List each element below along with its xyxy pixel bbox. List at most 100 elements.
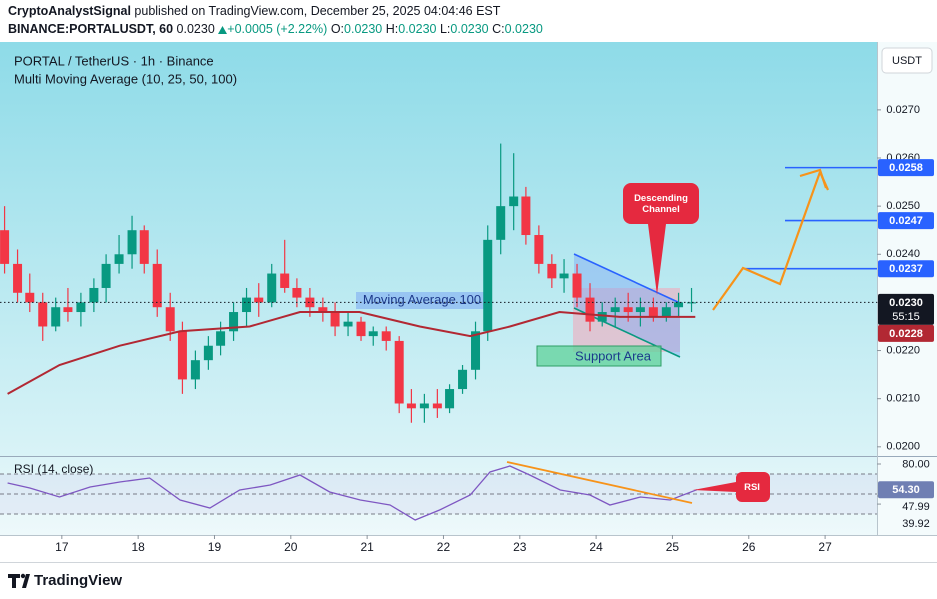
price-label-box [878, 293, 934, 325]
channel-line [573, 253, 681, 304]
candle-body [89, 287, 99, 303]
callout-text: Descending Channel [634, 192, 688, 215]
x-tick-label: 24 [589, 540, 603, 554]
candle-body [547, 263, 557, 279]
candle-body [674, 302, 684, 308]
candle-body [139, 230, 149, 264]
y-tick-label: 0.0250 [886, 200, 920, 212]
ohlc: O:0.0230 H:0.0230 L:0.0230 C:0.0230 [331, 22, 543, 36]
candle-body [13, 263, 23, 293]
candle-body [509, 196, 519, 207]
channel-callout [623, 183, 699, 295]
symbol: BINANCE:PORTALUSDT, 60 [8, 22, 174, 36]
ohlc-value: 0.0230 [344, 22, 383, 36]
rsi-callout-text: RSI [744, 482, 760, 493]
y-tick-label: 80.00 [902, 458, 930, 470]
price-label-box [878, 212, 934, 230]
candle-body [445, 389, 455, 409]
currency-button[interactable] [881, 47, 933, 74]
candle-body [356, 321, 366, 337]
price-label: 0.0228 [889, 328, 923, 340]
candle-body [25, 292, 35, 303]
ohlc-value: 0.0230 [398, 22, 437, 36]
candle-body [242, 297, 252, 313]
brand-name: TradingView [34, 572, 122, 589]
candle-body [610, 307, 620, 313]
currency-label[interactable]: USDT [892, 55, 922, 67]
y-tick-label: 0.0200 [886, 441, 920, 453]
candle-body [177, 331, 187, 380]
candle-body [152, 263, 162, 308]
ma-label-box [356, 292, 488, 309]
ohlc-label: H: [385, 22, 399, 36]
candle-body [63, 307, 73, 313]
candle-body [280, 273, 290, 288]
change: +0.0005 (+2.22%) [227, 22, 328, 36]
candle-body [368, 331, 378, 337]
candle-body [127, 230, 137, 255]
projection-path [712, 171, 822, 311]
y-tick-label: 47.99 [902, 501, 930, 513]
price-label-box [878, 260, 934, 278]
drawings: Support Area Moving Average 100 Descendi… [363, 168, 830, 504]
price-label: 0.0230 [889, 297, 923, 309]
candle-body [458, 369, 468, 390]
price-label-box [878, 159, 934, 177]
candle-body [559, 273, 569, 279]
rsi-pane [0, 457, 877, 535]
x-tick-label: 17 [55, 540, 69, 554]
candle-body [432, 403, 442, 409]
ma-label: Moving Average 100 [363, 292, 481, 307]
symbol-line: BINANCE:PORTALUSDT, 60 0.0230 +0.0005 (+… [8, 22, 543, 36]
y-tick-label: 0.0240 [886, 248, 920, 260]
candle-body [114, 254, 124, 264]
y-tick-label: 0.0220 [886, 344, 920, 356]
rsi-callout [693, 472, 770, 502]
price-label: 0.0258 [889, 162, 923, 174]
support-area [536, 345, 662, 367]
x-tick-label: 27 [818, 540, 832, 554]
author[interactable]: CryptoAnalystSignal [8, 4, 131, 18]
candle-body [687, 302, 697, 304]
x-tick-label: 23 [513, 540, 527, 554]
axes: 17 18 19 20 21 22 23 24 25 26 27 0.0200 0.0210 0.0220… [55, 104, 934, 554]
x-tick-label: 18 [131, 540, 145, 554]
x-tick-label: 19 [208, 540, 222, 554]
y-tick-label: 39.92 [902, 518, 930, 530]
candle-body [483, 239, 493, 332]
candle-body [76, 302, 86, 313]
y-tick-label: 0.0210 [886, 393, 920, 405]
marks [0, 143, 877, 521]
candle-body [343, 321, 353, 327]
rsi-current-label: 54.30 [892, 484, 920, 496]
channel-fill [574, 254, 680, 357]
chart-title: PORTAL / TetherUS · 1h · Binance [14, 53, 214, 68]
candle-body [661, 307, 671, 317]
x-tick-label: 22 [437, 540, 451, 554]
candle-body [51, 307, 61, 327]
price-label-box [878, 324, 934, 342]
up-icon [218, 25, 228, 34]
arrow-head [799, 168, 828, 189]
candle-body [267, 273, 277, 303]
publish-line: CryptoAnalystSignal published on Trading… [8, 4, 500, 18]
publish-info: published on TradingView.com, December 2… [134, 4, 501, 18]
candle-body [406, 403, 416, 409]
candle-body [216, 331, 226, 346]
candle-body [623, 307, 633, 313]
candle-body [496, 206, 506, 240]
rsi-trendline [506, 461, 693, 504]
rsi-label-box [878, 481, 934, 499]
candle-body [648, 307, 658, 317]
support-label: Support Area [575, 348, 652, 363]
candle-body [229, 312, 239, 332]
candle-body [585, 297, 595, 322]
x-tick-label: 21 [360, 540, 374, 554]
price-label: 0.0247 [889, 215, 923, 227]
ohlc-label: L: [439, 22, 451, 36]
moving-average [7, 310, 696, 395]
x-tick-label: 20 [284, 540, 298, 554]
candle-body [534, 235, 544, 264]
